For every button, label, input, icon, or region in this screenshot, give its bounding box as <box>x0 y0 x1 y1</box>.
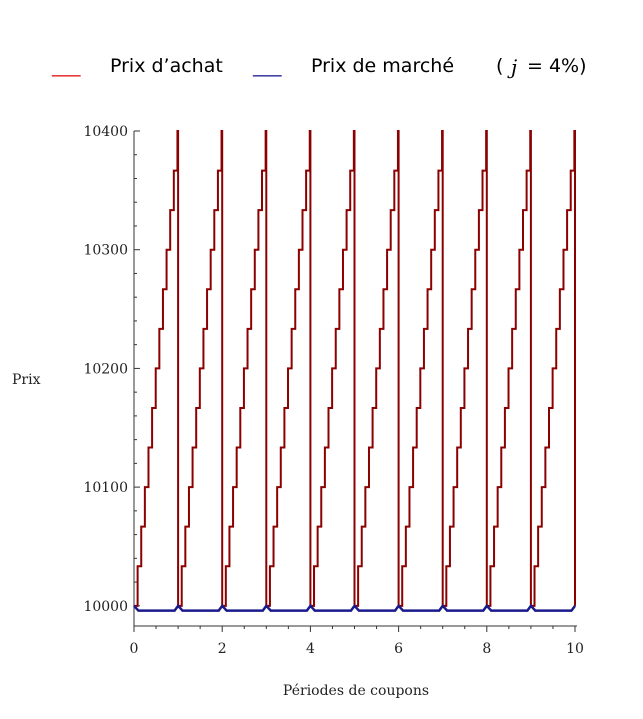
legend-market-label: Prix de marché <box>311 55 454 77</box>
x-ticks: 0 2 4 6 8 10 <box>130 626 584 657</box>
legend: ___ Prix d’achat ___ Prix de marché ( j … <box>51 55 587 79</box>
y-axis-label: Prix <box>12 372 41 388</box>
x-tick-label: 4 <box>306 641 315 657</box>
series-group <box>133 130 577 612</box>
legend-rate-rest: = 4%) <box>527 55 587 77</box>
legend-rate-var: j <box>507 55 517 79</box>
x-axis-label: Périodes de coupons <box>283 683 429 699</box>
legend-purchase-label: Prix d’achat <box>110 55 223 77</box>
series-market-price <box>133 603 577 612</box>
y-tick-label: 10100 <box>83 480 128 496</box>
axes <box>133 131 577 627</box>
x-tick-label: 10 <box>566 641 584 657</box>
legend-rate-open: ( <box>496 55 503 77</box>
legend-market-marker: ___ <box>252 55 282 77</box>
x-tick-label: 6 <box>394 641 403 657</box>
series-purchase-price <box>134 130 576 607</box>
y-ticks: 10000 10100 10200 10300 10400 <box>83 124 140 615</box>
x-tick-label: 8 <box>482 641 491 657</box>
y-tick-label: 10300 <box>83 243 128 259</box>
y-tick-label: 10200 <box>83 361 128 377</box>
y-tick-label: 10400 <box>83 124 128 140</box>
legend-purchase-marker: ___ <box>51 55 81 77</box>
x-tick-label: 2 <box>218 641 227 657</box>
y-tick-label: 10000 <box>83 599 128 615</box>
x-tick-label: 0 <box>130 641 139 657</box>
